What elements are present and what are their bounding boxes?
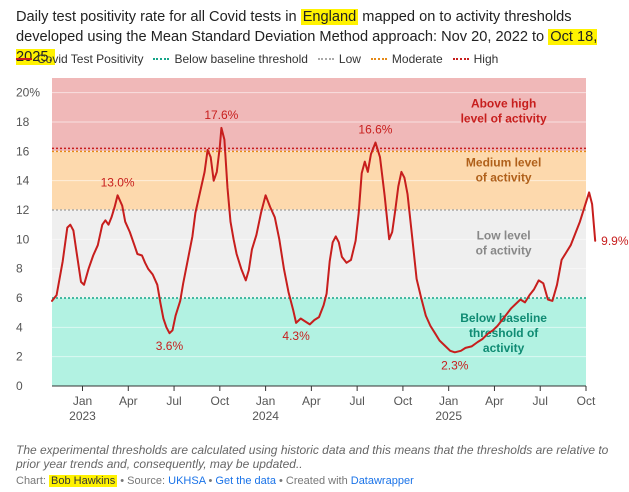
x-tick-label: Apr xyxy=(119,394,138,408)
legend-label-high: High xyxy=(473,52,499,66)
band-label-1: of activity xyxy=(476,244,532,258)
legend-label-low: Low xyxy=(338,52,361,66)
x-tick-label: Oct xyxy=(394,394,413,408)
get-data-link[interactable]: Get the data xyxy=(215,475,276,487)
y-tick-label: 18 xyxy=(16,115,30,129)
y-tick-label: 14 xyxy=(16,174,30,188)
title-part-1: Daily test positivity rate for all Covid… xyxy=(16,9,301,25)
y-tick-label: 16 xyxy=(16,144,30,158)
legend-label-below-baseline: Below baseline threshold xyxy=(174,52,308,66)
credits-source-prefix: • Source: xyxy=(117,475,169,487)
y-tick-label: 2 xyxy=(16,350,23,364)
x-tick-label: Jul xyxy=(533,394,548,408)
credits: Chart: Bob Hawkins • Source: UKHSA • Get… xyxy=(16,475,414,487)
legend-swatch-moderate xyxy=(370,58,387,60)
value-label: 4.3% xyxy=(282,329,310,343)
legend-swatch-high xyxy=(452,58,469,60)
band-label-3: level of activity xyxy=(461,112,547,126)
legend-swatch-below-baseline xyxy=(153,58,170,60)
band-0 xyxy=(52,298,586,386)
y-tick-label: 20% xyxy=(16,86,40,100)
band-label-2: Medium level xyxy=(466,155,541,169)
legend-item-low: Low xyxy=(317,52,361,66)
datawrapper-link[interactable]: Datawrapper xyxy=(350,475,414,487)
footnote: The experimental thresholds are calculat… xyxy=(16,443,609,471)
band-label-1: Low level xyxy=(477,229,531,243)
x-tick-year-label: 2024 xyxy=(252,409,279,423)
value-label: 16.6% xyxy=(358,123,392,137)
x-tick-label: Oct xyxy=(577,394,596,408)
x-tick-year-label: 2025 xyxy=(435,409,462,423)
legend-label-positivity: Covid Test Positivity xyxy=(37,52,144,66)
title-highlight-england: England xyxy=(300,9,359,25)
band-label-2: of activity xyxy=(476,170,532,184)
y-tick-label: 12 xyxy=(16,203,30,217)
value-label: 9.9% xyxy=(601,234,629,248)
band-label-0: activity xyxy=(483,341,525,355)
legend-item-high: High xyxy=(452,52,499,66)
x-tick-year-label: 2023 xyxy=(69,409,96,423)
credits-author: Bob Hawkins xyxy=(49,475,118,487)
legend-swatch-positivity xyxy=(16,58,32,60)
y-tick-label: 10 xyxy=(16,232,30,246)
x-tick-label: Oct xyxy=(210,394,229,408)
credits-created-prefix: • Created with xyxy=(275,475,351,487)
x-tick-label: Apr xyxy=(302,394,321,408)
source-link[interactable]: UKHSA xyxy=(168,475,206,487)
legend-swatch-low xyxy=(317,58,334,60)
y-tick-label: 4 xyxy=(16,320,23,334)
legend-item-below-baseline: Below baseline threshold xyxy=(153,52,308,66)
series-line-positivity xyxy=(51,126,597,354)
credits-sep: • xyxy=(205,475,216,487)
chart-title: Daily test positivity rate for all Covid… xyxy=(16,7,616,67)
band-3 xyxy=(52,78,586,152)
value-label: 17.6% xyxy=(204,108,238,122)
x-tick-label: Jan xyxy=(256,394,275,408)
x-tick-label: Jan xyxy=(439,394,458,408)
value-label: 3.6% xyxy=(156,339,184,353)
legend-label-moderate: Moderate xyxy=(391,52,443,66)
legend-item-moderate: Moderate xyxy=(370,52,443,66)
x-tick-label: Jul xyxy=(166,394,181,408)
title-part-2: mapped on to activity thresholds develop… xyxy=(16,9,572,45)
band-label-3: Above high xyxy=(471,97,536,111)
y-tick-label: 8 xyxy=(16,262,23,276)
y-tick-label: 6 xyxy=(16,291,23,305)
y-tick-label: 0 xyxy=(16,379,23,393)
value-label: 13.0% xyxy=(101,175,135,189)
x-tick-label: Jan xyxy=(73,394,92,408)
credits-chart-prefix: Chart: xyxy=(16,475,50,487)
chart-legend: Covid Test Positivity Below baseline thr… xyxy=(16,52,508,66)
legend-item-positivity: Covid Test Positivity xyxy=(16,52,143,66)
x-tick-label: Apr xyxy=(485,394,504,408)
value-label: 2.3% xyxy=(441,358,469,372)
x-tick-label: Jul xyxy=(349,394,364,408)
band-1 xyxy=(52,210,586,298)
band-label-0: threshold of xyxy=(469,326,539,340)
